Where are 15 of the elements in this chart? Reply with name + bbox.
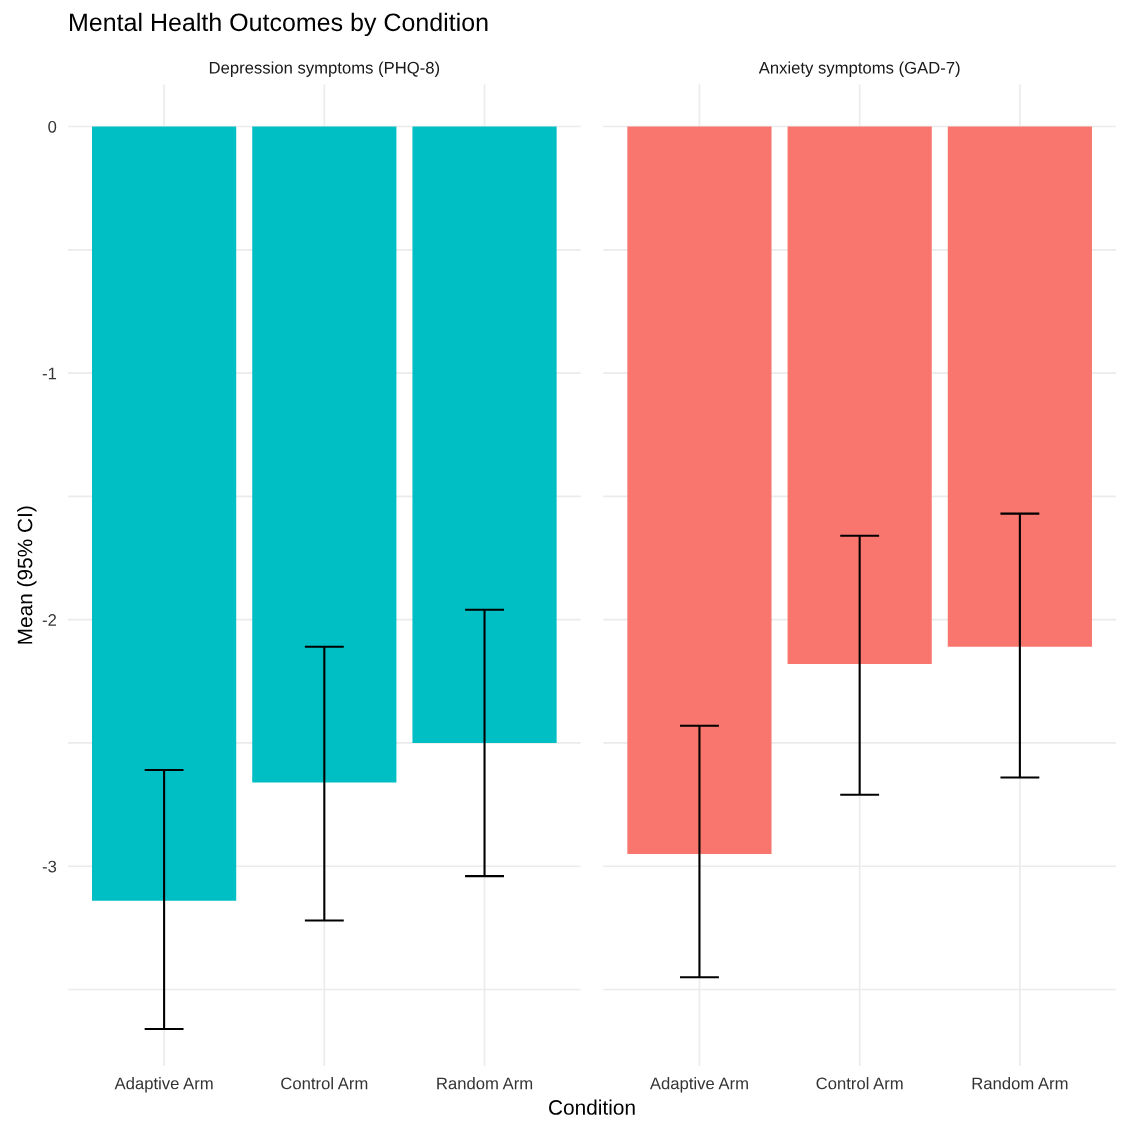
y-tick-label: -3 bbox=[42, 860, 57, 873]
x-tick-label: Control Arm bbox=[281, 1077, 368, 1090]
x-tick-label: Adaptive Arm bbox=[114, 1077, 213, 1093]
y-tick-label: -1 bbox=[42, 367, 57, 380]
y-axis-title: Mean (95% CI) bbox=[17, 506, 37, 644]
y-tick-label: 0 bbox=[48, 120, 57, 133]
x-tick-label: Control Arm bbox=[816, 1077, 903, 1090]
x-tick-label: Random Arm bbox=[972, 1077, 1068, 1090]
x-tick-label: Adaptive Arm bbox=[649, 1077, 748, 1093]
chart-title: Mental Health Outcomes by Condition bbox=[70, 12, 488, 37]
chart-subtitle: Depression symptoms (PHQ-8) bbox=[209, 61, 440, 77]
y-tick-label: -2 bbox=[42, 614, 57, 626]
chart-subtitle: Anxiety symptoms (GAD-7) bbox=[758, 61, 960, 77]
x-tick-label: Random Arm bbox=[437, 1077, 533, 1090]
x-axis-title: Condition bbox=[549, 1099, 635, 1115]
